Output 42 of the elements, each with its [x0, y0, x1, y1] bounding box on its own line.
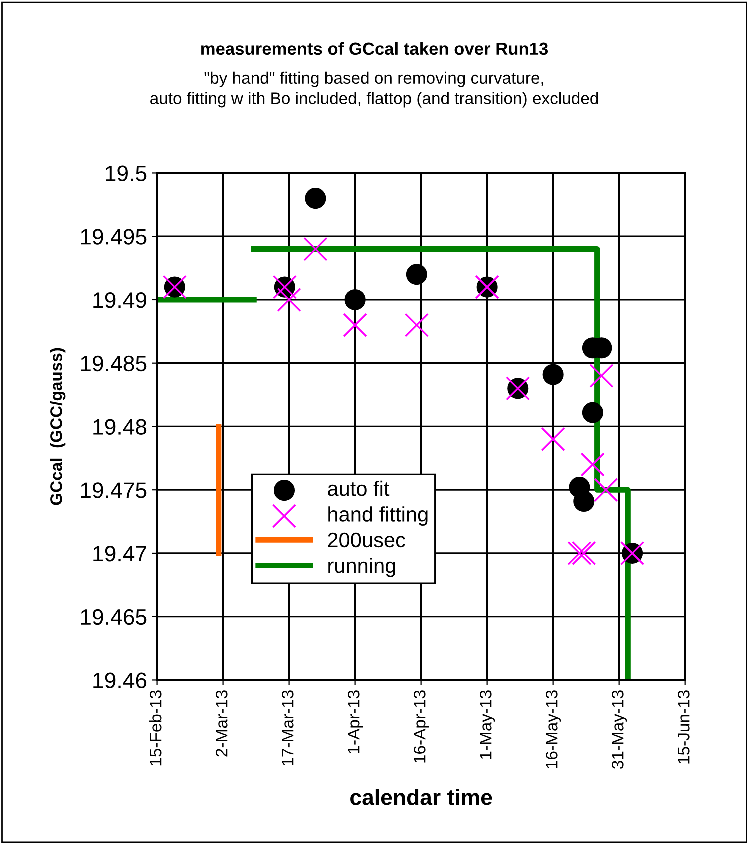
y-tick-label: 19.48	[94, 419, 147, 435]
x-tick-label: 1-Apr-13	[348, 690, 364, 754]
point	[406, 264, 428, 286]
legend-label: auto fit	[328, 480, 390, 496]
y-tick-label: 19.475	[81, 482, 147, 498]
x-tick-label: 31-May-13	[612, 690, 628, 769]
chart-subtitle: "by hand" fitting based on removing curvature, auto fitting w ith Bo included, flattop (and transition) excluded	[150, 72, 598, 108]
point	[590, 364, 614, 388]
legend-label: running	[328, 558, 396, 578]
y-tick-label: 19.465	[81, 609, 147, 626]
x-tick-label: 17-Mar-13	[282, 690, 294, 766]
x-tick-label: 15-Jun-13	[678, 690, 690, 764]
legend-label: hand fitting	[328, 506, 428, 526]
point	[541, 427, 566, 452]
point	[580, 452, 606, 477]
x-tick-label: 15-Feb-13	[150, 690, 162, 766]
point	[305, 188, 326, 210]
y-tick-label: 19.5	[106, 166, 147, 182]
point	[404, 313, 430, 338]
point	[568, 541, 592, 566]
point	[582, 402, 604, 424]
y-axis-title: GCcal (GCC/gauss)	[50, 348, 66, 506]
y-tick-label: 19.485	[81, 356, 147, 372]
chart-title: measurements of GCcal taken over Run13	[202, 42, 548, 56]
point	[572, 541, 596, 566]
point	[542, 364, 564, 386]
x-tick-label: 2-Mar-13	[216, 690, 228, 757]
x-tick-label: 16-Apr-13	[414, 690, 430, 763]
x-tick-label: 16-May-13	[546, 690, 562, 768]
point	[343, 313, 368, 338]
point	[574, 490, 595, 512]
point	[594, 478, 618, 502]
y-tick-label: 19.49	[94, 292, 147, 308]
legend-label: 200usec	[328, 532, 406, 548]
x-tick-label: 1-May-13	[480, 690, 496, 760]
x-axis-title: calendar time	[350, 789, 492, 806]
point	[344, 289, 366, 310]
point	[304, 237, 328, 262]
y-tick-label: 19.47	[94, 546, 146, 562]
y-tick-label: 19.495	[81, 229, 147, 245]
y-tick-label: 19.46	[94, 672, 147, 688]
point	[277, 288, 302, 312]
